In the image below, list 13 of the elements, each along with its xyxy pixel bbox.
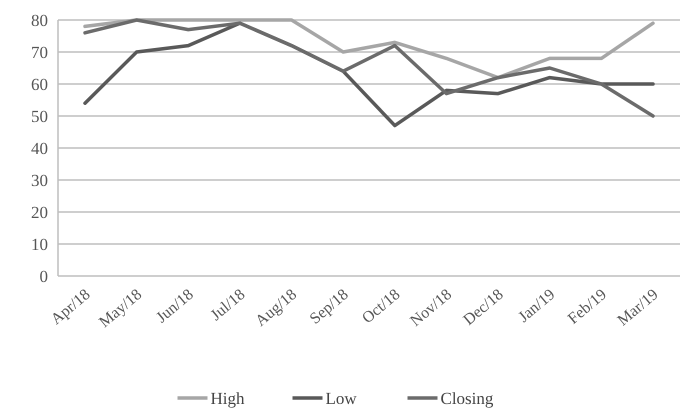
- legend-label: Low: [326, 388, 358, 408]
- y-tick-label: 80: [31, 10, 48, 30]
- legend-label: High: [210, 388, 245, 408]
- y-tick-label: 40: [31, 138, 48, 158]
- y-tick-label: 30: [31, 170, 48, 190]
- y-tick-label: 60: [31, 74, 48, 94]
- y-tick-label: 10: [31, 234, 48, 254]
- line-series: [83, 18, 655, 80]
- y-tick-label: 70: [31, 42, 48, 62]
- legend-label: Closing: [440, 388, 494, 408]
- y-tick-label: 20: [31, 202, 48, 222]
- y-tick-label: 0: [40, 266, 48, 286]
- y-tick-label: 50: [31, 106, 48, 126]
